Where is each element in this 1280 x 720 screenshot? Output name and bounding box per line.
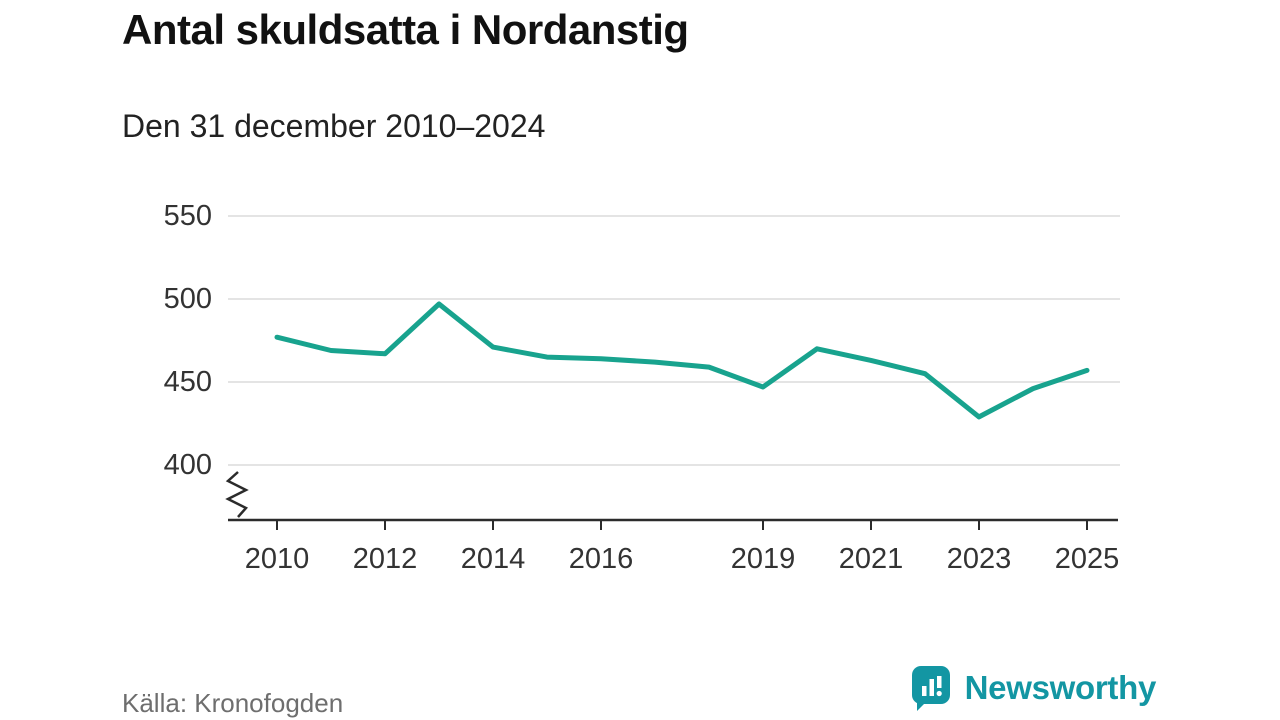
x-axis-label-2016: 2016 bbox=[569, 543, 634, 575]
x-axis-label-2014: 2014 bbox=[461, 543, 526, 575]
source-label: Källa: Kronofogden bbox=[122, 688, 344, 718]
newsworthy-logo-icon bbox=[911, 666, 950, 711]
y-axis-label-450: 450 bbox=[164, 366, 212, 398]
line-chart: 550 500 450 400 2010 2012 2014 2016 2019 2021 2023… bbox=[0, 170, 1280, 610]
x-axis-label-2019: 2019 bbox=[731, 543, 796, 575]
data-line-skuldsatta bbox=[274, 301, 1090, 420]
page-title: Antal skuldsatta i Nordanstig bbox=[122, 6, 689, 53]
logo-bubble-tail bbox=[916, 700, 928, 711]
x-axis-label-2010: 2010 bbox=[245, 543, 310, 575]
logo-bar-small bbox=[921, 686, 927, 696]
chart-subtitle: Den 31 december 2010–2024 bbox=[122, 108, 546, 144]
y-axis-break-icon bbox=[225, 471, 249, 518]
y-axis-label-550: 550 bbox=[164, 200, 212, 232]
x-axis-label-2023: 2023 bbox=[947, 543, 1012, 575]
logo-exclamation-dot bbox=[936, 690, 942, 697]
x-axis-label-2021: 2021 bbox=[839, 543, 904, 575]
logo-exclamation-bar bbox=[936, 676, 942, 688]
newsworthy-logo: Newsworthy bbox=[909, 664, 1156, 712]
logo-bar-tall bbox=[929, 679, 934, 696]
y-axis-label-400: 400 bbox=[164, 449, 212, 481]
y-axis-label-500: 500 bbox=[164, 283, 212, 315]
x-axis-label-2025: 2025 bbox=[1055, 543, 1120, 575]
line-chart-svg: 550 500 450 400 2010 2012 2014 2016 2019 2021 2023… bbox=[164, 200, 1120, 575]
x-axis-label-2012: 2012 bbox=[353, 543, 418, 575]
brand-wordmark: Newsworthy bbox=[964, 669, 1157, 706]
